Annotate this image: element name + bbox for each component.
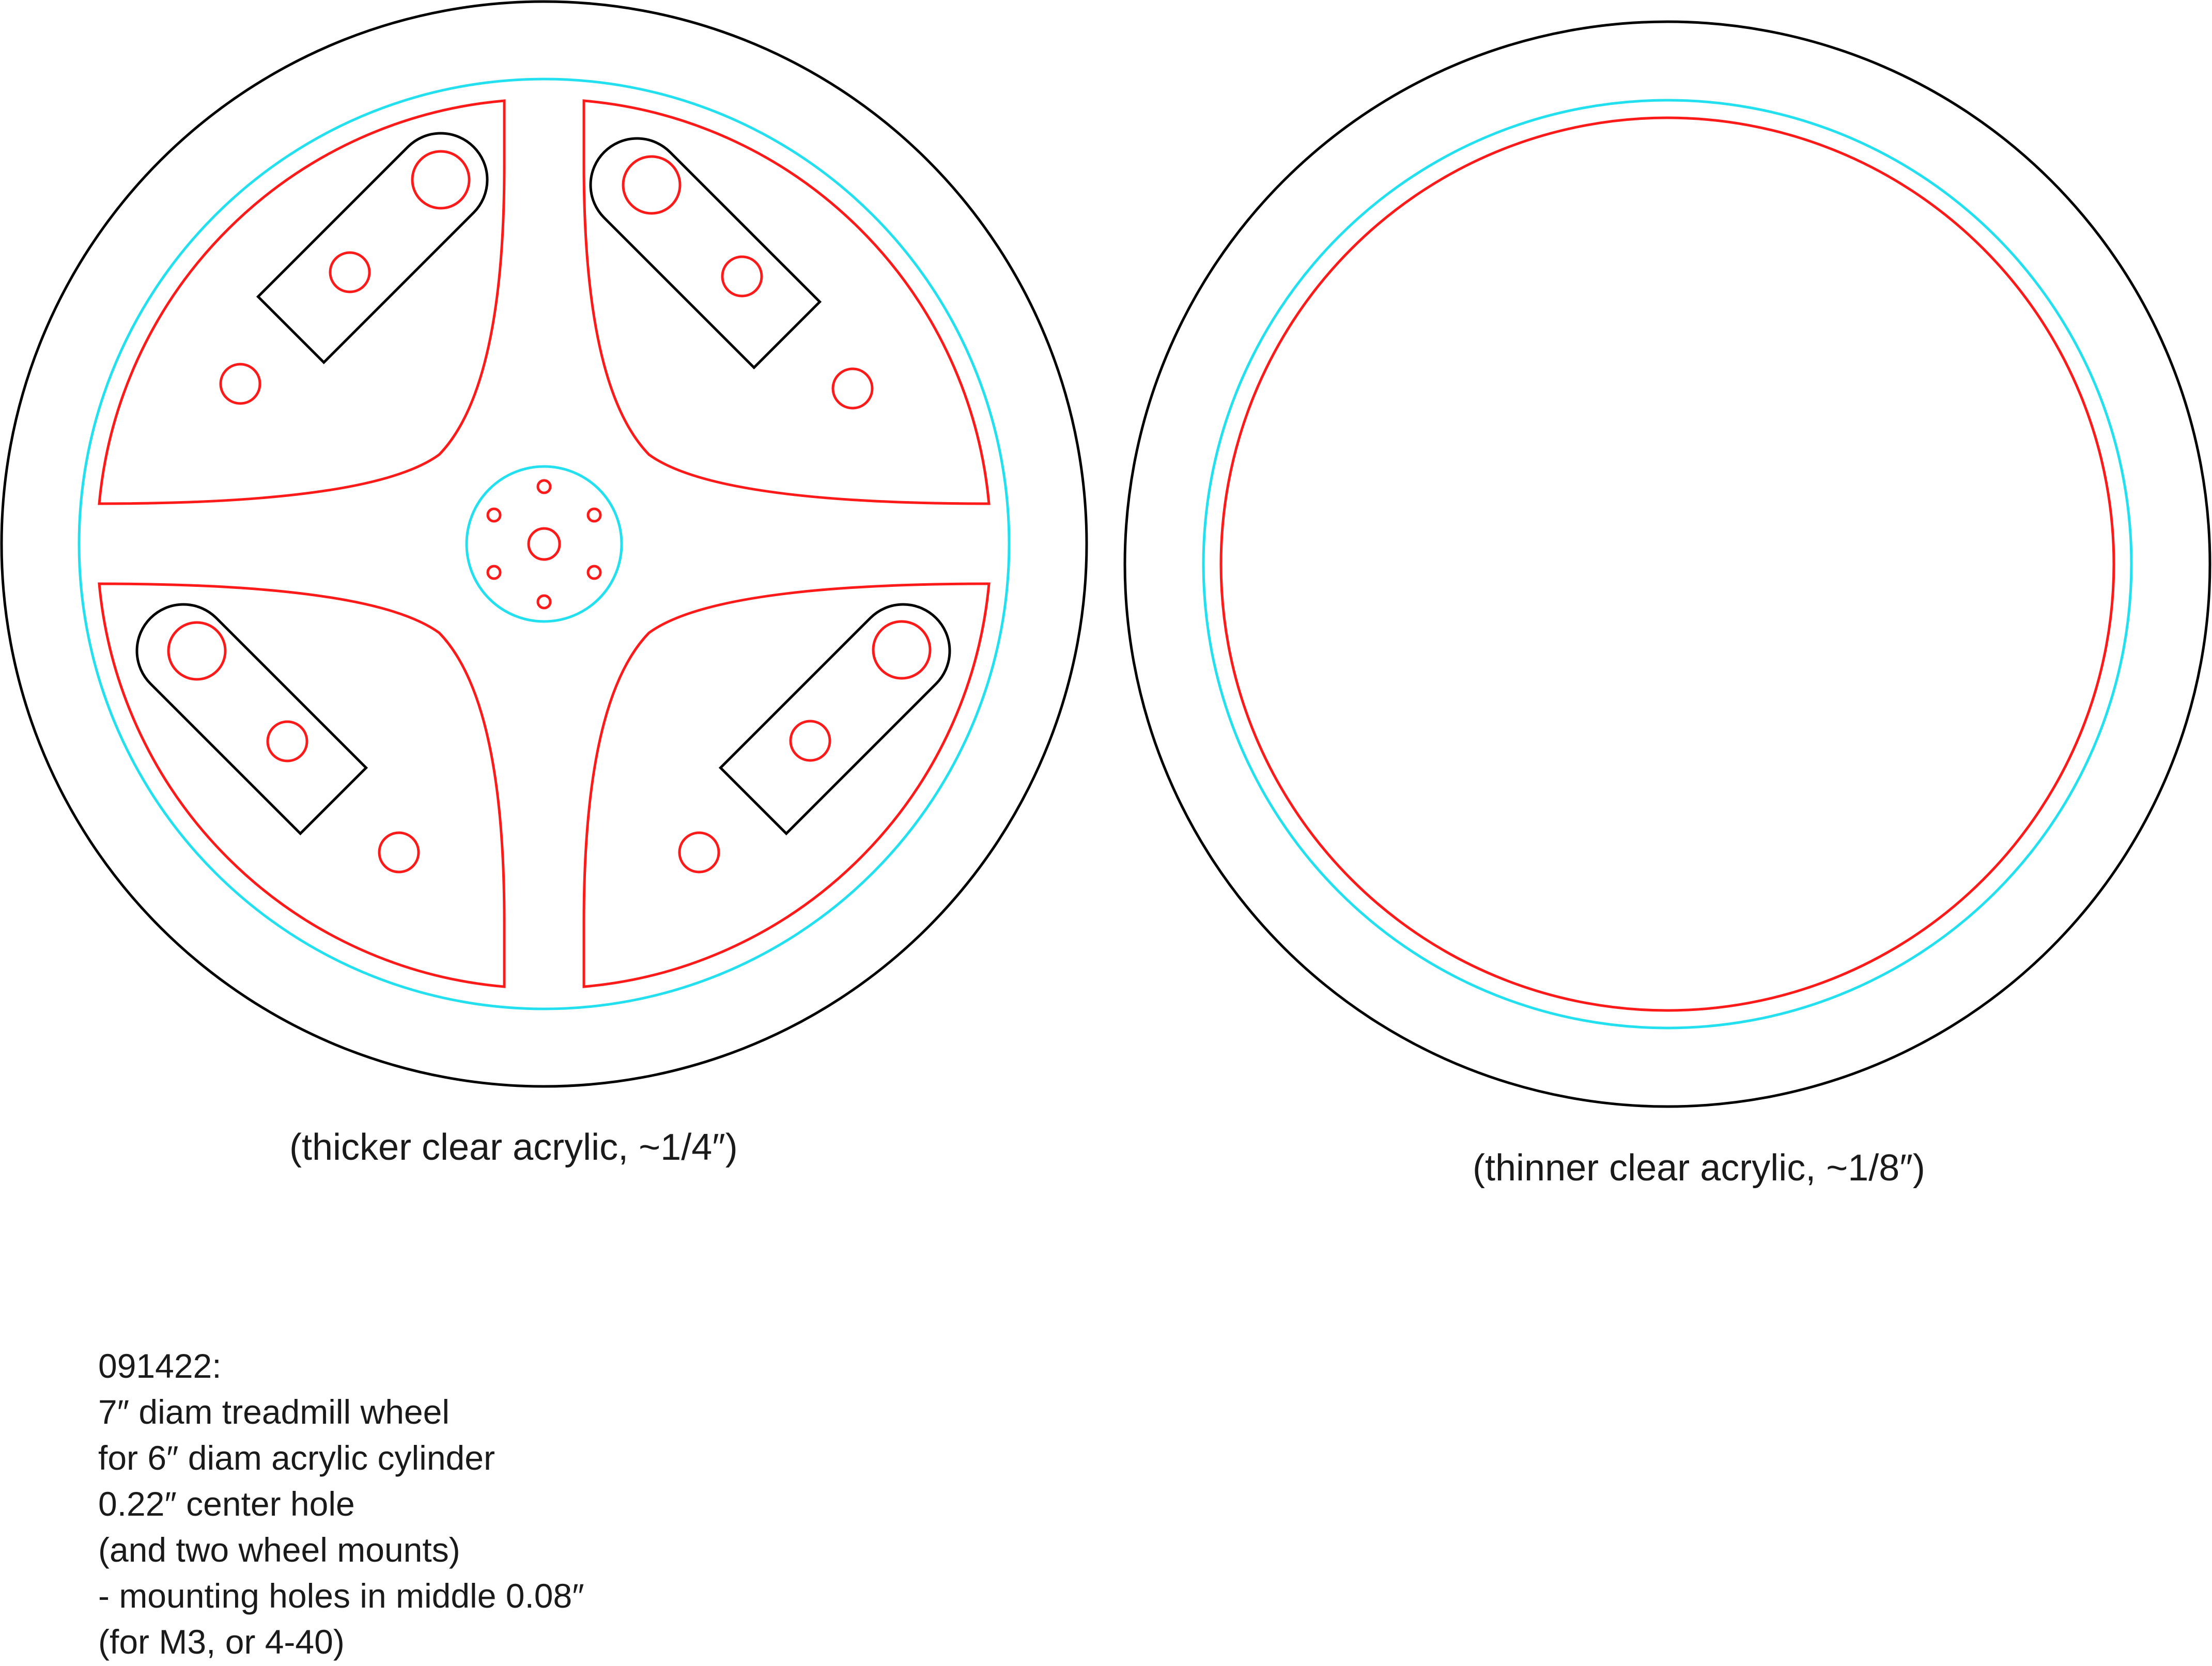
note-line: 0.22″ center hole: [98, 1485, 355, 1523]
note-line: 091422:: [98, 1347, 222, 1385]
hub-small-hole: [586, 507, 602, 523]
hub-small-hole: [586, 565, 602, 580]
wheel-mount-outline: [718, 603, 951, 836]
cutout-top-left: [98, 99, 506, 505]
note-line: - mounting holes in middle 0.08″: [98, 1577, 584, 1615]
design-notes: 091422: 7″ diam treadmill wheel for 6″ d…: [98, 1343, 584, 1665]
mount-hole: [721, 255, 763, 298]
mount-hole: [266, 720, 308, 762]
hub-small-hole: [486, 565, 502, 580]
hub-small-hole: [486, 507, 502, 523]
center-hole: [527, 527, 561, 561]
wheel-mounts: [135, 132, 951, 836]
wheel-mount-outline: [256, 132, 489, 365]
caption-thinner-acrylic: (thinner clear acrylic, ~1/8″): [1473, 1147, 1925, 1189]
left-wheel: [0, 0, 1088, 1088]
hub-small-hole: [536, 479, 552, 494]
caption-thicker-acrylic: (thicker clear acrylic, ~1/4″): [289, 1127, 738, 1168]
wheel-mount-outline: [589, 137, 822, 370]
left-wheel-cutouts: [98, 99, 991, 988]
wheel-mount-outline: [135, 603, 368, 836]
wheel-mount-bottom-left: [135, 603, 368, 836]
mount-hole: [219, 363, 261, 405]
left-wheel-outer-circle: [0, 0, 1088, 1088]
right-ring-cut-circle: [1219, 116, 2115, 1012]
right-ring: [1123, 20, 2211, 1108]
mount-hole: [678, 831, 720, 874]
right-ring-guide-circle: [1202, 99, 2133, 1030]
center-hub: [465, 465, 623, 623]
mount-hole: [411, 150, 471, 210]
left-wheel-guide-circle: [78, 77, 1011, 1010]
mount-hole: [167, 621, 227, 681]
mount-hole: [872, 620, 932, 680]
mount-hole: [789, 720, 831, 762]
note-line: (and two wheel mounts): [98, 1531, 460, 1569]
cutout-bottom-right: [582, 582, 991, 988]
wheel-mount-top-left: [256, 132, 489, 365]
note-line: (for M3, or 4-40): [98, 1623, 345, 1661]
hub-guide-circle: [465, 465, 623, 623]
mount-hole: [329, 251, 371, 293]
mount-hole: [831, 367, 874, 410]
wheel-mount-bottom-right: [718, 603, 951, 836]
mount-hole: [378, 831, 420, 874]
note-line: for 6″ diam acrylic cylinder: [98, 1439, 495, 1477]
right-ring-outer-circle: [1123, 20, 2211, 1108]
cutout-bottom-left: [98, 582, 506, 988]
note-line: 7″ diam treadmill wheel: [98, 1393, 450, 1431]
cutout-top-right: [582, 99, 991, 505]
mount-holes: [167, 150, 932, 874]
wheel-mount-top-right: [589, 137, 822, 370]
mount-hole: [622, 155, 682, 215]
hub-small-hole: [536, 594, 552, 610]
